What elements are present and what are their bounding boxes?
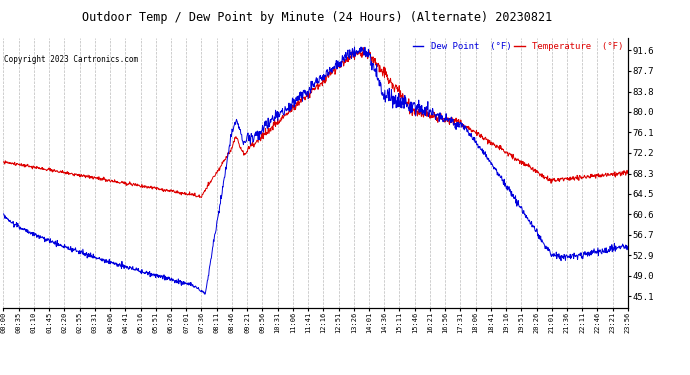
Text: Copyright 2023 Cartronics.com: Copyright 2023 Cartronics.com — [4, 55, 138, 64]
Legend: Dew Point  (°F), Temperature  (°F): Dew Point (°F), Temperature (°F) — [413, 42, 623, 51]
Text: Outdoor Temp / Dew Point by Minute (24 Hours) (Alternate) 20230821: Outdoor Temp / Dew Point by Minute (24 H… — [82, 11, 553, 24]
